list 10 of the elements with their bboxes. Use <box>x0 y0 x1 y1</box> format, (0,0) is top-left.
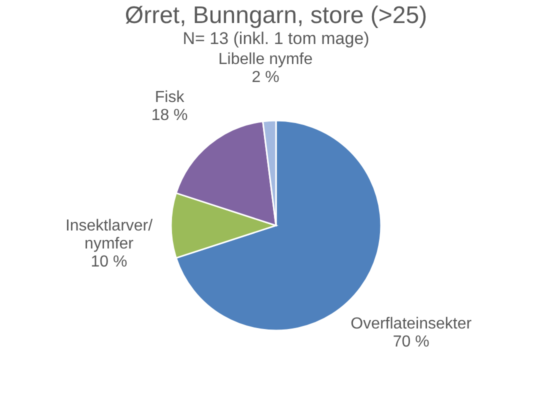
data-label: 70 % <box>392 334 430 351</box>
slice-label: Overflateinsekter <box>350 316 472 333</box>
chart-subtitle: N= 13 (inkl. 1 tom mage) <box>182 28 370 48</box>
slice-label: Libelle nymfe <box>218 50 313 68</box>
data-label: 2 % <box>252 68 280 86</box>
slice-label: Fisk <box>154 88 186 106</box>
data-label: 18 % <box>151 106 188 124</box>
slice-label: Insektlarver/nymfer <box>65 218 154 252</box>
chart-title: Ørret, Bunngarn, store (>25) <box>124 2 428 29</box>
data-label: 10 % <box>90 254 128 270</box>
